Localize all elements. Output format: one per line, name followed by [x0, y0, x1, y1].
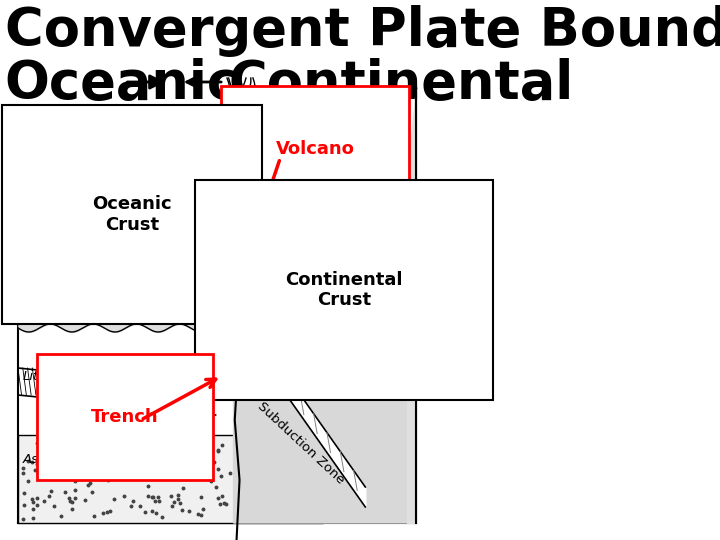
Polygon shape: [408, 88, 416, 523]
Text: Volcano: Volcano: [276, 140, 354, 158]
Text: Subduction Zone: Subduction Zone: [254, 400, 346, 487]
Text: Oceanic
Crust: Oceanic Crust: [92, 195, 171, 234]
Polygon shape: [233, 210, 416, 523]
Text: Continental: Continental: [229, 58, 574, 110]
Text: Asthenosphere: Asthenosphere: [23, 453, 122, 466]
Text: Lithosphere: Lithosphere: [23, 370, 101, 383]
Text: Trench: Trench: [91, 408, 158, 426]
Polygon shape: [225, 158, 251, 290]
Text: Continental
Crust: Continental Crust: [286, 271, 403, 309]
Text: Convergent Plate Boundary:: Convergent Plate Boundary:: [5, 5, 720, 57]
Bar: [18, 435, 323, 523]
Text: Oceanic: Oceanic: [5, 58, 239, 110]
